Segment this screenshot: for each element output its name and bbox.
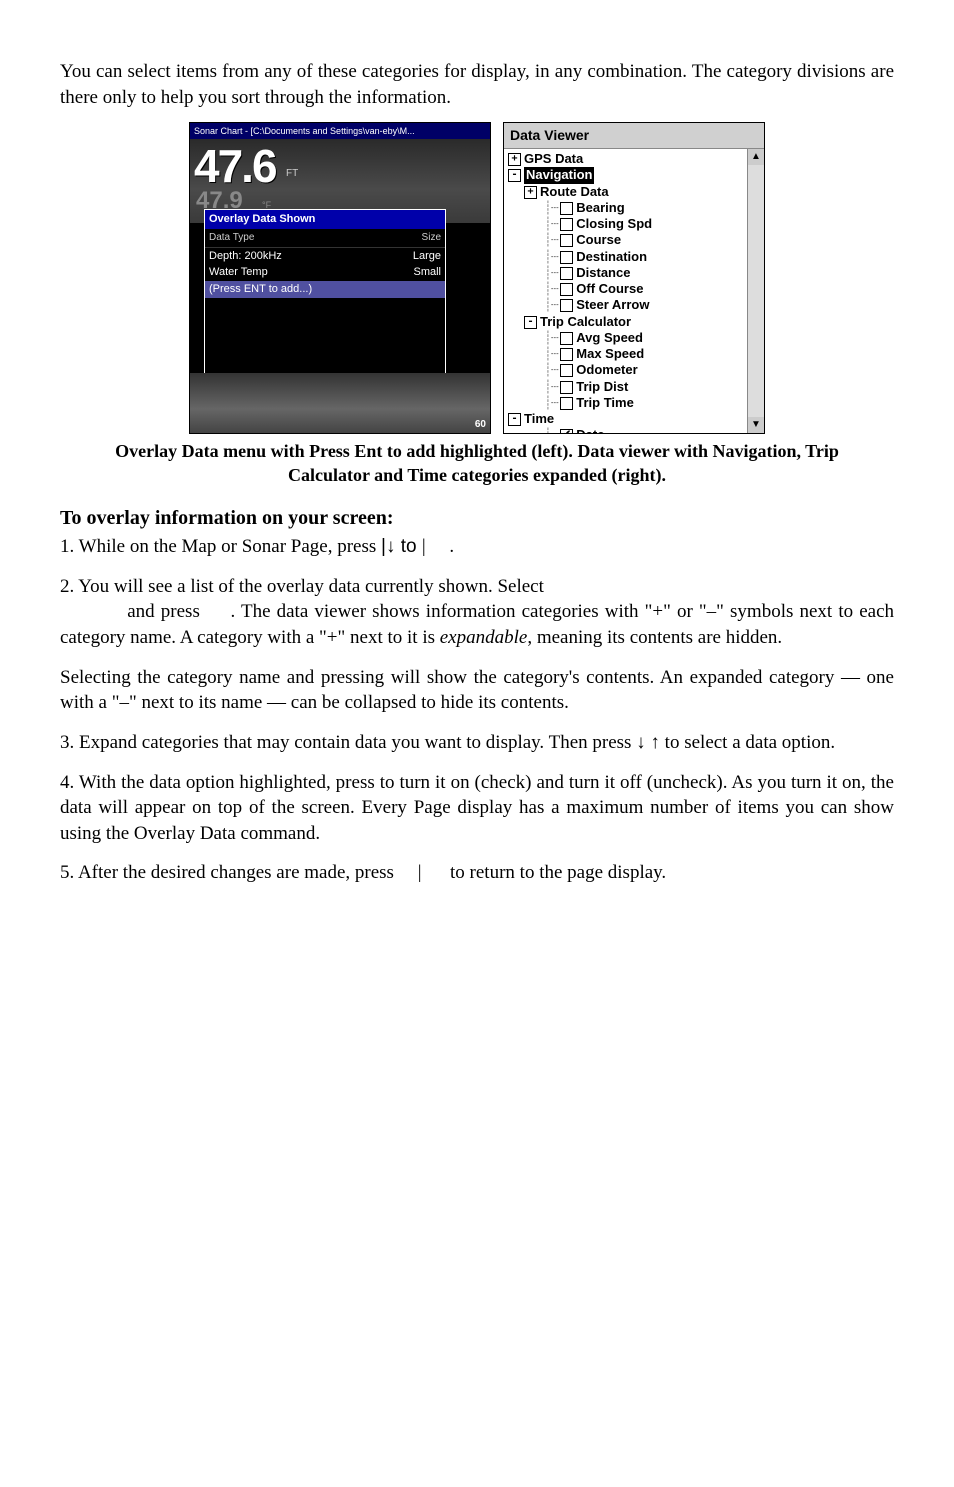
checkbox[interactable]	[560, 397, 573, 410]
tree-item[interactable]: -Trip Calculator	[506, 314, 762, 330]
checkbox[interactable]	[560, 202, 573, 215]
col-data-type: Data Type	[209, 231, 422, 245]
checkbox[interactable]	[560, 381, 573, 394]
tree-label: Time	[524, 411, 554, 426]
tree-connector: ┊┄	[544, 330, 560, 345]
figure-row: Sonar Chart - [C:\Documents and Settings…	[60, 122, 894, 434]
tree-label: Route Data	[540, 184, 609, 199]
tree-label: Trip Time	[576, 395, 634, 410]
expander-icon[interactable]: -	[508, 413, 521, 426]
data-viewer-panel: Data Viewer ▲ ▼ +GPS Data-Navigation+Rou…	[503, 122, 765, 434]
row-label: Depth: 200kHz	[209, 249, 413, 264]
col-size: Size	[422, 231, 441, 245]
tree-item[interactable]: ┊┄ ✔Date	[506, 427, 762, 433]
table-row[interactable]: Depth: 200kHz Large	[205, 248, 445, 265]
scroll-down-icon[interactable]: ▼	[748, 417, 764, 433]
tree-label: Trip Calculator	[540, 314, 631, 329]
tree-connector: ┊┄	[544, 362, 560, 377]
tree-connector: ┊┄	[544, 265, 560, 280]
expander-icon[interactable]: +	[508, 153, 521, 166]
tree-item[interactable]: ┊┄ Closing Spd	[506, 216, 762, 232]
tree-label: Max Speed	[576, 346, 644, 361]
tree-item[interactable]: +GPS Data	[506, 151, 762, 167]
overlay-data-title: Overlay Data Shown	[205, 210, 445, 229]
figure-caption: Overlay Data menu with Press Ent to add …	[80, 440, 874, 487]
tree-connector: ┊┄	[544, 281, 560, 296]
tree-connector: ┊┄	[544, 395, 560, 410]
expander-icon[interactable]: +	[524, 186, 537, 199]
tree-item[interactable]: ┊┄ Steer Arrow	[506, 297, 762, 313]
tree-item[interactable]: ┊┄ Off Course	[506, 281, 762, 297]
data-viewer-tree: ▲ ▼ +GPS Data-Navigation+Route Data┊┄ Be…	[504, 149, 764, 433]
step-4: 4. With the data option highlighted, pre…	[60, 770, 894, 847]
tree-item[interactable]: ┊┄ Avg Speed	[506, 330, 762, 346]
tree-label: Closing Spd	[576, 216, 652, 231]
checkbox[interactable]	[560, 348, 573, 361]
data-viewer-title: Data Viewer	[504, 123, 764, 149]
tree-connector: ┊┄	[544, 379, 560, 394]
tree-label: GPS Data	[524, 151, 583, 166]
checkbox[interactable]	[560, 332, 573, 345]
depth-unit: FT	[286, 167, 298, 181]
tree-item[interactable]: -Time	[506, 411, 762, 427]
tree-label: Destination	[576, 249, 647, 264]
tree-label: Date	[576, 427, 604, 433]
table-row[interactable]: Water Temp Small	[205, 264, 445, 281]
scroll-up-icon[interactable]: ▲	[748, 149, 764, 165]
checkbox[interactable]	[560, 364, 573, 377]
tree-item[interactable]: ┊┄ Trip Dist	[506, 379, 762, 395]
intro-paragraph: You can select items from any of these c…	[60, 59, 894, 110]
row-size: Small	[413, 265, 441, 280]
tree-connector: ┊┄	[544, 249, 560, 264]
checkbox[interactable]	[560, 218, 573, 231]
checkbox[interactable]	[560, 267, 573, 280]
sonar-panel: Sonar Chart - [C:\Documents and Settings…	[189, 122, 491, 434]
tree-connector: ┊┄	[544, 232, 560, 247]
sonar-bottom: 60	[190, 373, 490, 433]
expander-icon[interactable]: -	[508, 169, 521, 182]
step-2: 2. You will see a list of the overlay da…	[60, 574, 894, 651]
checkbox[interactable]	[560, 283, 573, 296]
tree-label: Off Course	[576, 281, 643, 296]
tree-label: Steer Arrow	[576, 297, 649, 312]
tree-connector: ┊┄	[544, 346, 560, 361]
expander-icon[interactable]: -	[524, 316, 537, 329]
step-1: 1. While on the Map or Sonar Page, press…	[60, 534, 894, 560]
tree-connector: ┊┄	[544, 200, 560, 215]
tree-label: Course	[576, 232, 621, 247]
depth-scale: 60	[475, 418, 486, 432]
tree-item[interactable]: ┊┄ Destination	[506, 249, 762, 265]
tree-item[interactable]: ┊┄ Max Speed	[506, 346, 762, 362]
step-3: 3. Expand categories that may contain da…	[60, 730, 894, 756]
tree-item[interactable]: ┊┄ Course	[506, 232, 762, 248]
tree-item[interactable]: ┊┄ Distance	[506, 265, 762, 281]
tree-item[interactable]: +Route Data	[506, 184, 762, 200]
tree-item[interactable]: ┊┄ Trip Time	[506, 395, 762, 411]
tree-label: Odometer	[576, 362, 637, 377]
row-label: Water Temp	[209, 265, 413, 280]
row-size: Large	[413, 249, 441, 264]
checkbox[interactable]: ✔	[560, 429, 573, 433]
checkbox[interactable]	[560, 251, 573, 264]
step-5: 5. After the desired changes are made, p…	[60, 860, 894, 886]
tree-label: Trip Dist	[576, 379, 628, 394]
tree-label: Bearing	[576, 200, 624, 215]
tree-item[interactable]: ┊┄ Bearing	[506, 200, 762, 216]
tree-connector: ┊┄	[544, 216, 560, 231]
tree-label: Navigation	[524, 167, 594, 183]
press-ent-label: (Press ENT to add...)	[209, 282, 441, 297]
paragraph-expand: Selecting the category name and pressing…	[60, 665, 894, 716]
tree-item[interactable]: -Navigation	[506, 167, 762, 183]
tree-connector: ┊┄	[544, 427, 560, 433]
checkbox[interactable]	[560, 299, 573, 312]
tree-item[interactable]: ┊┄ Odometer	[506, 362, 762, 378]
tree-label: Distance	[576, 265, 630, 280]
section-heading: To overlay information on your screen:	[60, 505, 894, 532]
tree-connector: ┊┄	[544, 297, 560, 312]
tree-label: Avg Speed	[576, 330, 643, 345]
scrollbar[interactable]: ▲ ▼	[747, 149, 764, 433]
table-row-highlighted[interactable]: (Press ENT to add...)	[205, 281, 445, 298]
checkbox[interactable]	[560, 234, 573, 247]
overlay-data-header: Data Type Size	[205, 229, 445, 248]
